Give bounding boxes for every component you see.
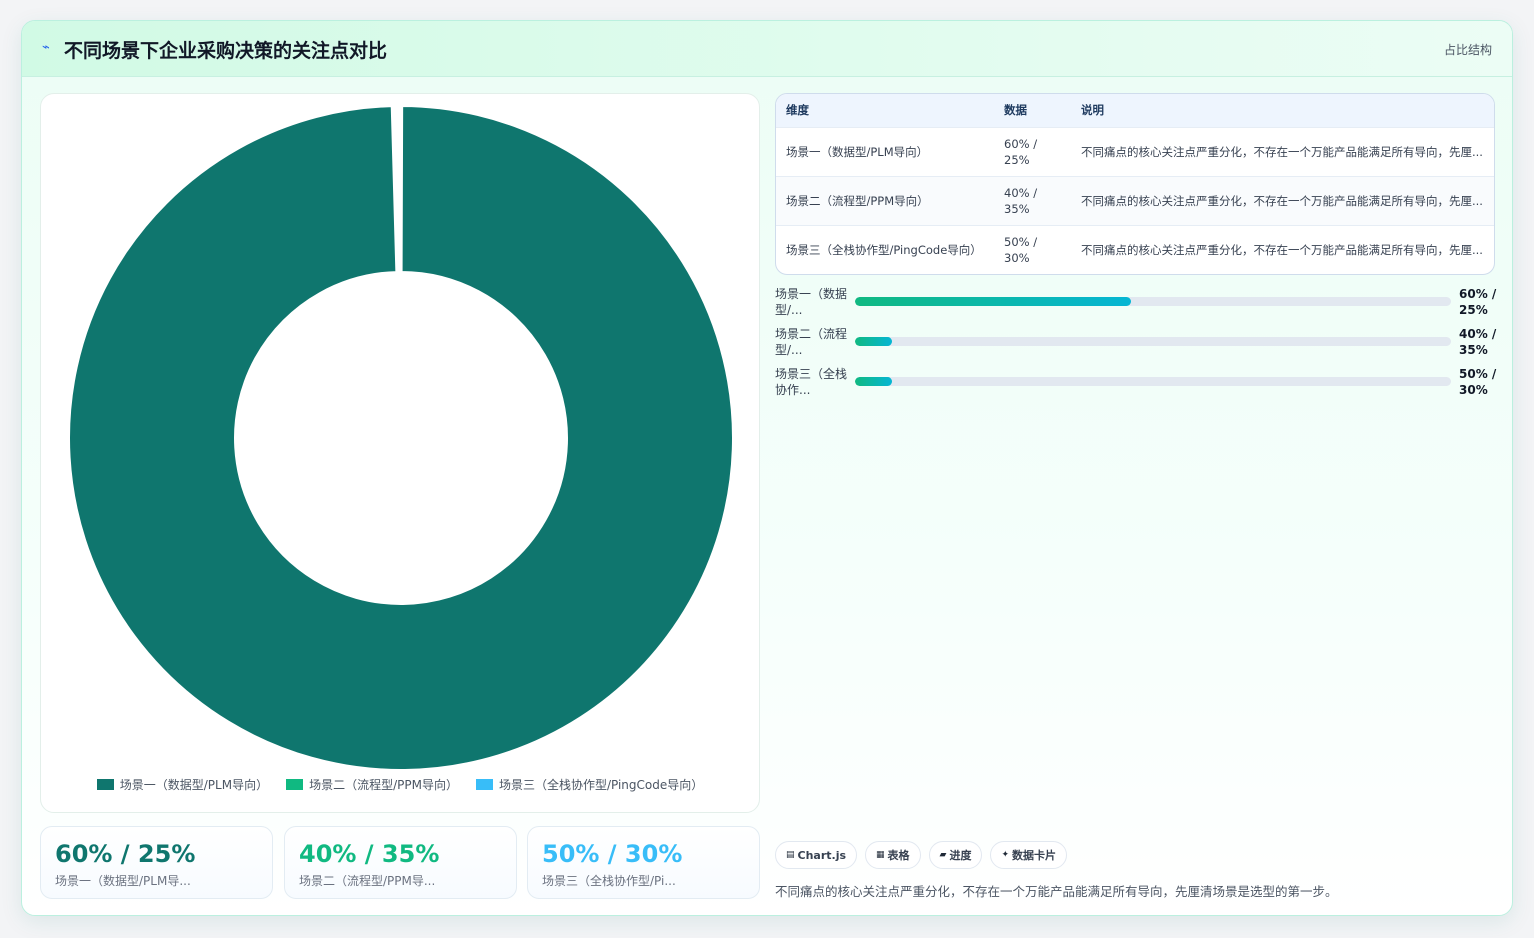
tag-table[interactable]: ▦ 表格 — [865, 841, 921, 869]
table-header-data: 数据 — [1004, 103, 1027, 118]
legend-item-1[interactable]: 场景一（数据型/PLM导向） — [96, 776, 269, 793]
table-header-note: 说明 — [1081, 103, 1104, 118]
progress-fill-1 — [855, 297, 1131, 306]
tag-progress[interactable]: ▰ 进度 — [928, 841, 983, 869]
progress-label-line: 场景二（流程 — [775, 327, 848, 341]
donut-chart-panel: 场景一（数据型/PLM导向） 场景二（流程型/PPM导向） 场景三（全栈协作型/… — [40, 93, 760, 813]
page-title: 不同场景下企业采购决策的关注点对比 — [64, 40, 388, 62]
data-table: 维度 数据 说明 场景一（数据型/PLM导向） 60% / 25% 不同痛点的核… — [775, 93, 1495, 275]
table-header-row: 维度 数据 说明 — [776, 94, 1494, 127]
progress-value-line: 30% — [1459, 383, 1488, 397]
table-cell-note: 不同痛点的核心关注点严重分化，不存在一个万能产品能满足所有导向，先厘... — [1081, 242, 1483, 257]
stat-label-2: 场景二（流程型/PPM导... — [299, 874, 436, 888]
chart-legend: 场景一（数据型/PLM导向） 场景二（流程型/PPM导向） 场景三（全栈协作型/… — [41, 776, 759, 793]
summary-text: 不同痛点的核心关注点严重分化，不存在一个万能产品能满足所有导向，先厘清场景是选型… — [775, 884, 1338, 899]
stat-card-3: 50% / 30% 场景三（全栈协作型/Pi... — [527, 826, 760, 899]
legend-item-3[interactable]: 场景三（全栈协作型/PingCode导向） — [475, 776, 704, 793]
legend-swatch-1 — [96, 779, 114, 790]
table-row: 场景一（数据型/PLM导向） 60% / 25% 不同痛点的核心关注点严重分化，… — [776, 126, 1494, 176]
donut-chart — [68, 104, 734, 771]
tag-data-card[interactable]: ✦ 数据卡片 — [990, 841, 1068, 869]
progress-label-line: 型/... — [775, 343, 803, 357]
table-icon: ▦ — [876, 850, 885, 860]
stat-value-2: 40% / 35% — [299, 840, 440, 868]
legend-label-2: 场景二（流程型/PPM导向） — [309, 778, 458, 792]
progress-value-line: 25% — [1459, 303, 1488, 317]
progress-row-2: 场景二（流程 型/... 40% / 35% — [775, 326, 1496, 366]
progress-value-line: 40% / — [1459, 327, 1497, 341]
progress-track-2 — [855, 337, 1451, 346]
stat-label-1: 场景一（数据型/PLM导... — [55, 874, 191, 888]
tag-label: 进度 — [949, 849, 972, 862]
lightning-icon: ⌁ — [42, 40, 50, 55]
table-row: 场景二（流程型/PPM导向） 40% / 35% 不同痛点的核心关注点严重分化，… — [776, 175, 1494, 225]
progress-value-line: 60% / — [1459, 287, 1497, 301]
table-cell-data: 60% / 25% — [1004, 136, 1038, 167]
table-cell-dimension: 场景一（数据型/PLM导向） — [786, 144, 929, 159]
progress-label-2: 场景二（流程 型/... — [775, 326, 851, 358]
chart-card: ⌁ 不同场景下企业采购决策的关注点对比 占比结构 场景一（数据型/PLM导向） … — [21, 20, 1513, 916]
stat-card-1: 60% / 25% 场景一（数据型/PLM导... — [40, 826, 273, 899]
feature-tags: ▤ Chart.js ▦ 表格 ▰ 进度 ✦ 数据卡片 — [775, 841, 1068, 869]
chart-icon: ▤ — [786, 850, 795, 860]
legend-item-2[interactable]: 场景二（流程型/PPM导向） — [286, 776, 458, 793]
progress-label-line: 场景三（全栈 — [775, 367, 848, 381]
stat-value-1: 60% / 25% — [55, 840, 196, 868]
sparkle-icon: ✦ — [1001, 850, 1010, 860]
progress-track-3 — [855, 377, 1451, 386]
progress-value-line: 35% — [1459, 343, 1488, 357]
legend-label-3: 场景三（全栈协作型/PingCode导向） — [498, 778, 704, 792]
progress-label-line: 场景一（数据 — [775, 287, 848, 301]
tag-label: 表格 — [887, 849, 910, 862]
stat-cards: 60% / 25% 场景一（数据型/PLM导... 40% / 35% 场景二（… — [40, 826, 761, 899]
progress-label-line: 协作... — [775, 383, 811, 397]
tag-label: 数据卡片 — [1012, 849, 1057, 862]
table-cell-data: 50% / 30% — [1004, 234, 1038, 265]
progress-row-3: 场景三（全栈 协作... 50% / 30% — [775, 366, 1496, 406]
table-cell-note: 不同痛点的核心关注点严重分化，不存在一个万能产品能满足所有导向，先厘... — [1081, 193, 1483, 208]
progress-label-3: 场景三（全栈 协作... — [775, 366, 851, 398]
progress-value-line: 50% / — [1459, 367, 1497, 381]
progress-list: 场景一（数据 型/... 60% / 25% 场景二（流程 型/... 40% … — [775, 286, 1496, 406]
table-header-dimension: 维度 — [786, 103, 809, 118]
tag-label: Chart.js — [797, 848, 847, 862]
donut-slice-1[interactable] — [68, 104, 734, 771]
stat-label-3: 场景三（全栈协作型/Pi... — [542, 874, 676, 888]
progress-track-1 — [855, 297, 1451, 306]
table-row: 场景三（全栈协作型/PingCode导向） 50% / 30% 不同痛点的核心关… — [776, 224, 1494, 274]
progress-fill-3 — [855, 377, 892, 386]
tag-chartjs[interactable]: ▤ Chart.js — [775, 841, 858, 869]
table-cell-note: 不同痛点的核心关注点严重分化，不存在一个万能产品能满足所有导向，先厘... — [1081, 144, 1483, 159]
legend-label-1: 场景一（数据型/PLM导向） — [119, 778, 269, 792]
stat-value-3: 50% / 30% — [542, 840, 683, 868]
legend-swatch-3 — [475, 779, 493, 790]
stat-card-2: 40% / 35% 场景二（流程型/PPM导... — [284, 826, 517, 899]
progress-fill-2 — [855, 337, 892, 346]
legend-swatch-2 — [286, 779, 304, 790]
table-cell-data: 40% / 35% — [1004, 185, 1038, 216]
header-tag: 占比结构 — [1443, 43, 1492, 57]
progress-label-1: 场景一（数据 型/... — [775, 286, 851, 318]
card-header: ⌁ 不同场景下企业采购决策的关注点对比 占比结构 — [22, 21, 1512, 77]
progress-value-3: 50% / 30% — [1459, 366, 1496, 398]
progress-icon: ▰ — [939, 850, 947, 860]
table-cell-dimension: 场景三（全栈协作型/PingCode导向） — [786, 242, 982, 257]
progress-value-2: 40% / 35% — [1459, 326, 1496, 358]
progress-row-1: 场景一（数据 型/... 60% / 25% — [775, 286, 1496, 326]
progress-label-line: 型/... — [775, 303, 803, 317]
progress-value-1: 60% / 25% — [1459, 286, 1496, 318]
table-cell-dimension: 场景二（流程型/PPM导向） — [786, 193, 929, 208]
